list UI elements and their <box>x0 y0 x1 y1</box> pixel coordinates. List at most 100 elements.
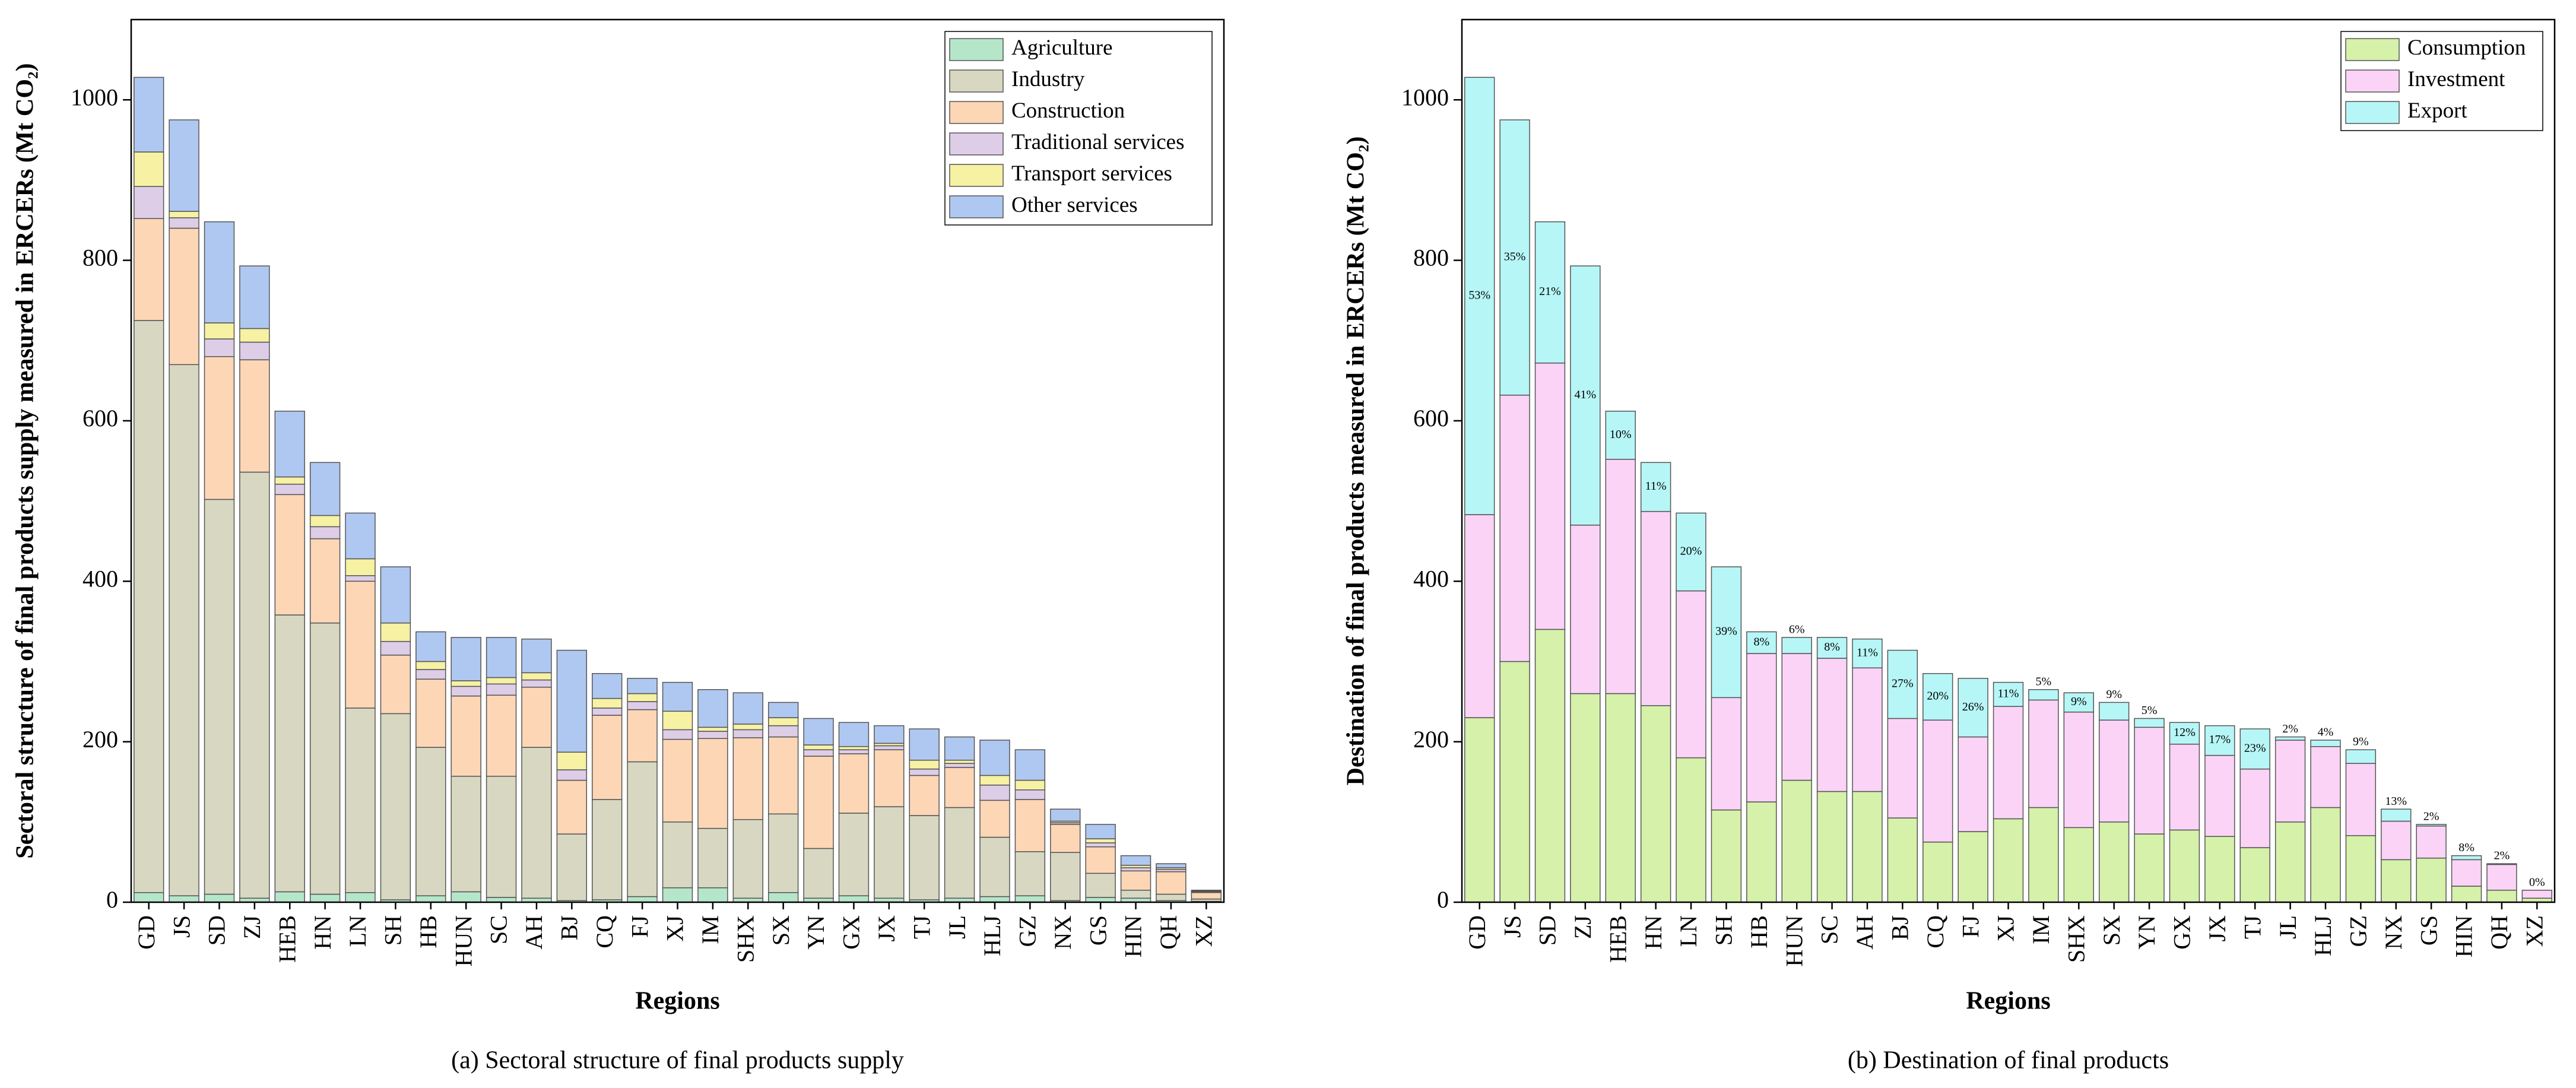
bar-segment <box>1085 873 1116 898</box>
bar-segment <box>662 729 693 740</box>
share-label: 17% <box>2209 733 2231 746</box>
bar-segment <box>2239 768 2270 848</box>
bar-segment <box>1781 637 1812 654</box>
bar-segment <box>486 683 517 696</box>
legend-swatch <box>949 195 1004 218</box>
y-tick-label: 1000 <box>1401 84 1449 110</box>
x-tick-label: HB <box>415 915 442 949</box>
bar-segment <box>979 784 1010 801</box>
bar-segment <box>767 813 799 893</box>
legend-label: Industry <box>1011 67 1085 91</box>
bar-segment <box>803 756 834 849</box>
bar-segment <box>979 836 1010 897</box>
share-label: 35% <box>1504 250 1526 263</box>
bar-segment <box>451 680 481 687</box>
x-tick-label: HN <box>1640 915 1667 950</box>
x-tick-label: BJ <box>556 915 583 940</box>
x-tick-label: SC <box>486 915 512 944</box>
bar-segment <box>204 893 235 903</box>
chart-caption: (a) Sectoral structure of final products… <box>451 1047 904 1074</box>
legend-label: Agriculture <box>1011 36 1113 60</box>
bar-segment <box>2028 807 2059 903</box>
bar-segment <box>2028 699 2059 808</box>
bar-segment <box>627 701 658 710</box>
legend-swatch <box>949 132 1004 156</box>
x-tick-label: GS <box>1084 915 1111 946</box>
share-label: 21% <box>1539 285 1561 298</box>
bar-segment <box>767 892 799 903</box>
x-tick-label: HN <box>309 915 336 950</box>
bar-segment <box>592 799 623 900</box>
bar-segment <box>134 151 164 187</box>
y-axis-label: Destination of final products measured i… <box>1343 137 1370 786</box>
x-tick-label: QH <box>2486 915 2512 950</box>
bar-segment <box>1605 693 1636 903</box>
bar-segment <box>803 744 834 750</box>
bar-segment <box>2204 754 2235 837</box>
bar-segment <box>415 747 446 896</box>
y-tick-label: 800 <box>1413 245 1449 271</box>
share-label: 9% <box>2071 695 2087 708</box>
y-axis-label: Sectoral structure of final products sup… <box>12 63 39 858</box>
x-tick-label: JS <box>168 915 195 938</box>
bar-segment <box>1852 667 1883 792</box>
bar-segment <box>838 722 870 747</box>
bar-segment <box>1711 697 1742 811</box>
bar-segment <box>838 746 870 750</box>
bar-segment <box>2169 722 2200 745</box>
bar-segment <box>274 476 305 485</box>
bar-segment <box>415 661 446 670</box>
x-tick-label: GX <box>838 915 865 950</box>
legend-label: Investment <box>2407 67 2505 91</box>
share-label: 10% <box>1610 428 1632 441</box>
x-tick-label: ZJ <box>1569 915 1596 939</box>
bar-segment <box>1014 789 1046 800</box>
bar-segment <box>697 731 728 739</box>
x-tick-label: YN <box>802 915 829 950</box>
bar-segment <box>1534 221 1566 364</box>
bar-segment <box>2451 855 2482 861</box>
legend-swatch <box>949 69 1004 93</box>
bar-segment <box>309 526 341 540</box>
bar-segment <box>803 848 834 899</box>
bar-segment <box>1746 631 1777 654</box>
bar-segment <box>838 813 870 896</box>
bar-segment <box>345 581 376 709</box>
bar-segment <box>1499 394 1530 662</box>
bar-segment <box>2381 859 2412 903</box>
bar-segment <box>1816 791 1848 903</box>
x-tick-label: HB <box>1746 915 1772 949</box>
x-tick-label: GD <box>133 915 160 950</box>
bar-segment <box>592 697 623 709</box>
bar-segment <box>239 471 270 899</box>
bar-segment <box>697 689 728 728</box>
bar-segment <box>627 693 658 702</box>
legend-label: Construction <box>1011 99 1125 123</box>
bar-segment <box>1191 889 1222 892</box>
bar-segment <box>1781 653 1812 781</box>
bar-segment <box>944 759 975 764</box>
bar-segment <box>1676 512 1706 592</box>
bar-segment <box>134 186 164 220</box>
bar-segment <box>169 895 199 903</box>
bar-segment <box>944 767 975 808</box>
x-tick-label: SD <box>1534 915 1561 946</box>
y-tick-label: 400 <box>83 565 118 592</box>
bar-segment <box>1464 514 1495 718</box>
bar-segment <box>451 637 481 681</box>
bar-segment <box>169 211 199 218</box>
x-tick-label: LN <box>344 915 371 947</box>
bar-segment <box>451 891 481 903</box>
legend-swatch <box>949 101 1004 124</box>
bar-segment <box>627 761 658 897</box>
bar-segment <box>1993 706 2024 820</box>
share-label: 20% <box>1680 545 1702 558</box>
x-tick-label: JX <box>2204 915 2231 942</box>
bar-segment <box>1156 871 1187 895</box>
legend-swatch <box>2345 101 2400 124</box>
x-tick-label: HLJ <box>979 915 1005 956</box>
bar-segment <box>1605 410 1636 460</box>
bar-segment <box>2063 692 2094 713</box>
x-tick-label: XJ <box>1993 915 2019 941</box>
bar-segment <box>2169 743 2200 831</box>
